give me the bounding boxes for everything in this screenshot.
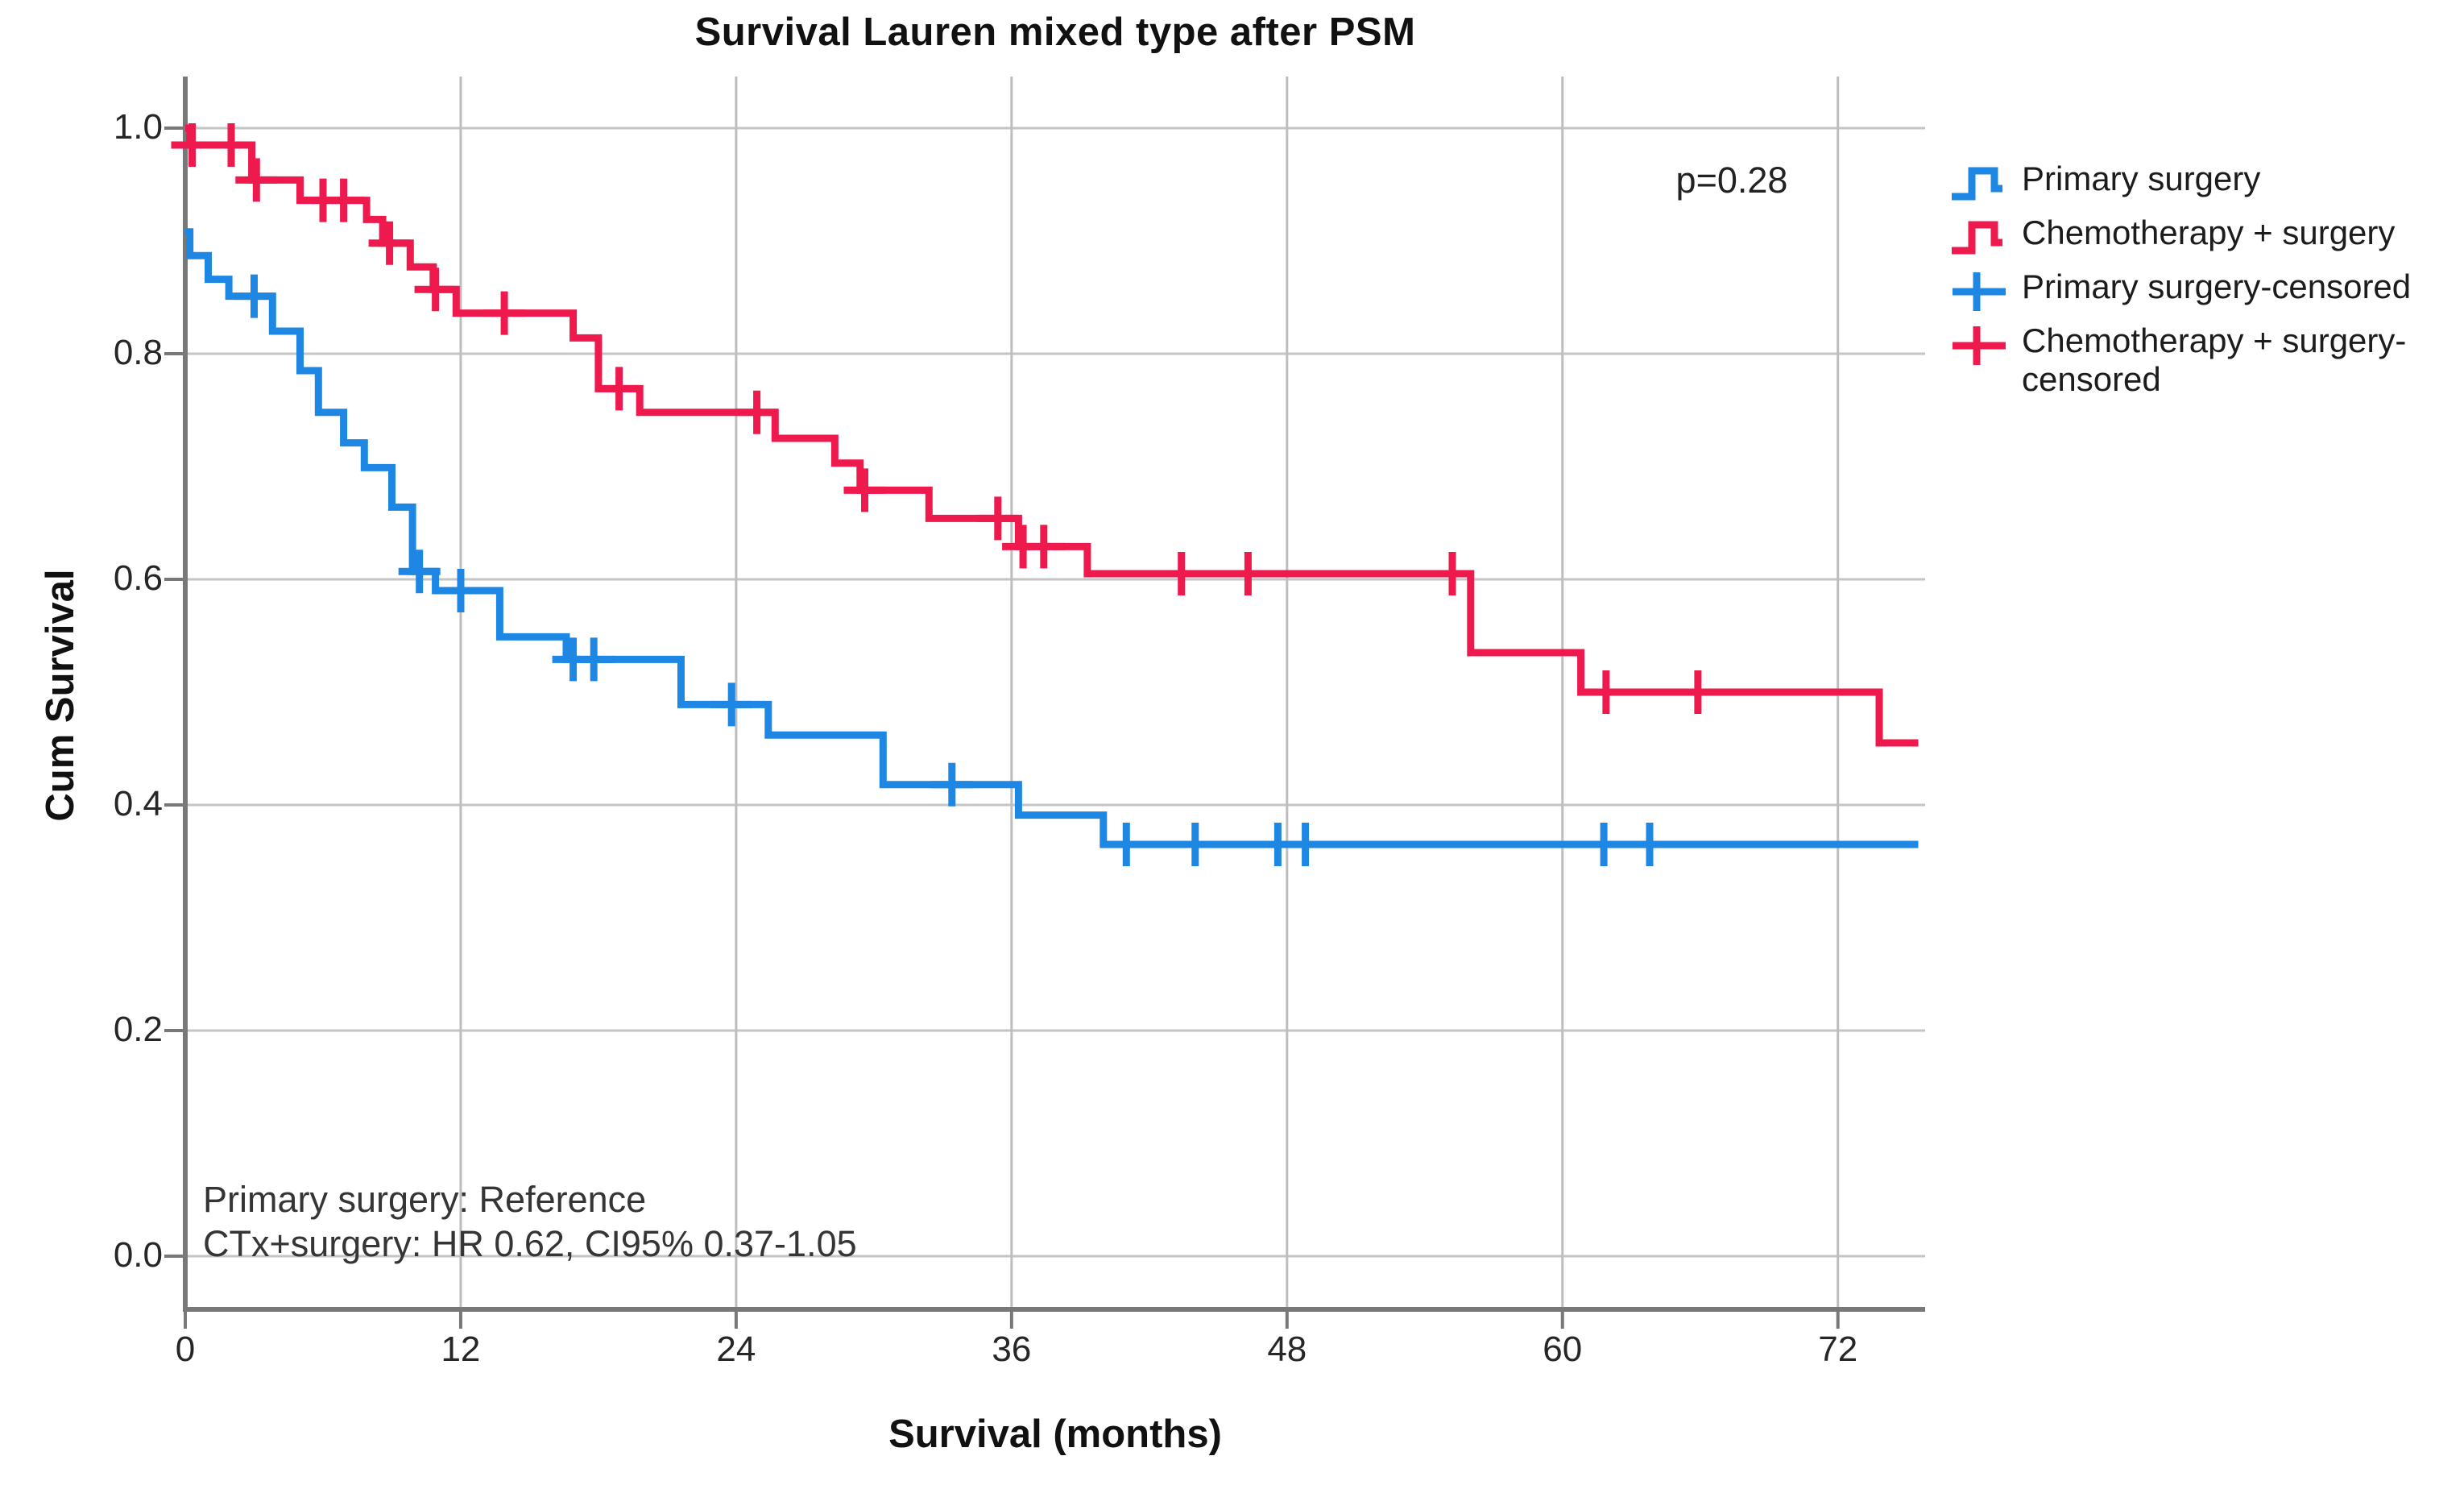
legend-label: Chemotherapy + surgery-censored <box>2022 321 2407 399</box>
x-tick-label: 60 <box>1543 1329 1583 1369</box>
censored-marks <box>233 274 1671 866</box>
x-tick-label: 24 <box>716 1329 756 1369</box>
hazard-ratio-annotation: Primary surgery: Reference CTx+surgery: … <box>203 1178 857 1267</box>
chart-title: Survival Lauren mixed type after PSM <box>694 10 1416 54</box>
legend-item-chemo-surgery-censored: Chemotherapy + surgery-censored <box>1949 321 2458 400</box>
y-axis-title: Cum Survival <box>39 569 82 822</box>
y-tick-label: 0.2 <box>113 1010 163 1049</box>
legend: Primary surgery Chemotherapy + surgery P… <box>1949 160 2458 400</box>
step-line-icon <box>1952 167 2002 201</box>
x-tick-label: 36 <box>992 1329 1032 1369</box>
legend-item-primary-surgery: Primary surgery <box>1949 160 2458 206</box>
legend-item-primary-surgery-censored: Primary surgery-censored <box>1949 268 2458 314</box>
p-value-annotation: p=0.28 <box>1675 160 1788 201</box>
plot-area <box>164 77 1925 1329</box>
legend-label: Primary surgery <box>2022 160 2261 197</box>
step-line-icon <box>1952 221 2002 255</box>
x-tick-label: 0 <box>175 1329 196 1369</box>
x-tick-label: 12 <box>441 1329 481 1369</box>
y-tick-label: 0.4 <box>113 784 163 823</box>
legend-item-chemo-surgery: Chemotherapy + surgery <box>1949 214 2458 260</box>
plus-censor-icon <box>1953 326 2006 365</box>
x-tick-label: 48 <box>1267 1329 1307 1369</box>
annotation-line-reference: Primary surgery: Reference <box>203 1179 647 1220</box>
survival-curve <box>185 124 1919 747</box>
legend-label: Primary surgery-censored <box>2022 268 2412 305</box>
survival-curve <box>185 228 1919 848</box>
y-tick-label: 0.8 <box>113 333 163 372</box>
y-tick-label: 1.0 <box>113 107 163 147</box>
annotation-line-hr: CTx+surgery: HR 0.62, CI95% 0.37-1.05 <box>203 1222 857 1264</box>
x-axis-title: Survival (months) <box>888 1412 1222 1456</box>
plus-censor-icon <box>1953 272 2006 311</box>
y-tick-label: 0.0 <box>113 1235 163 1275</box>
censored-marks <box>171 123 1719 714</box>
legend-label: Chemotherapy + surgery <box>2022 214 2396 251</box>
x-tick-label: 72 <box>1818 1329 1858 1369</box>
y-tick-label: 0.6 <box>113 558 163 598</box>
